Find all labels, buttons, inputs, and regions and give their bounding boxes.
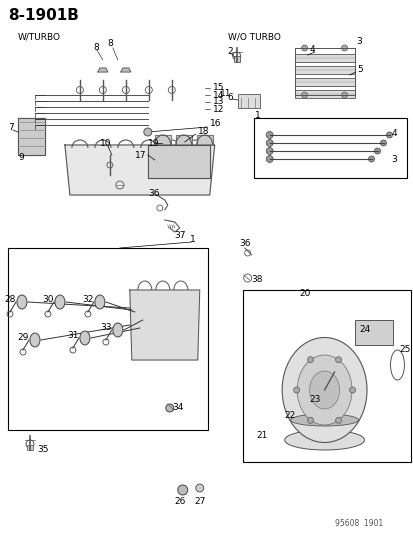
Text: 12: 12: [212, 104, 223, 114]
Circle shape: [266, 148, 273, 155]
Polygon shape: [121, 68, 131, 72]
Circle shape: [307, 417, 313, 423]
Text: 3: 3: [391, 156, 396, 165]
Text: 8: 8: [108, 38, 113, 47]
Text: 29: 29: [17, 334, 28, 343]
Ellipse shape: [17, 295, 27, 309]
Text: 16: 16: [209, 118, 221, 127]
Text: 36: 36: [147, 189, 159, 198]
Text: 33: 33: [100, 324, 111, 333]
Circle shape: [143, 128, 152, 136]
Circle shape: [266, 132, 273, 139]
Circle shape: [266, 140, 273, 147]
Text: 23: 23: [309, 395, 320, 405]
Text: 95608  1901: 95608 1901: [335, 519, 383, 528]
Circle shape: [380, 140, 386, 146]
Text: 37: 37: [174, 230, 186, 239]
Circle shape: [195, 484, 203, 492]
Circle shape: [301, 45, 307, 51]
Polygon shape: [147, 145, 209, 178]
Bar: [233, 56, 239, 62]
Polygon shape: [18, 118, 45, 155]
Ellipse shape: [95, 295, 104, 309]
Text: 28: 28: [4, 295, 15, 304]
Text: 17: 17: [135, 150, 146, 159]
Ellipse shape: [290, 414, 358, 426]
Text: 13: 13: [212, 98, 224, 107]
Text: 35: 35: [37, 445, 48, 454]
Text: 9: 9: [18, 154, 24, 163]
Text: W/O TURBO: W/O TURBO: [227, 32, 280, 41]
Text: 36: 36: [239, 238, 251, 247]
Text: 25: 25: [399, 345, 410, 354]
Text: 38: 38: [251, 276, 263, 285]
Text: 18: 18: [197, 127, 209, 136]
Bar: [237, 94, 259, 108]
Bar: [242, 290, 411, 462]
Bar: [354, 320, 392, 345]
Text: 4: 4: [309, 45, 314, 54]
Text: 1: 1: [189, 236, 195, 245]
Text: 19: 19: [147, 139, 159, 148]
Polygon shape: [130, 290, 199, 360]
Ellipse shape: [309, 371, 339, 409]
Text: 3: 3: [356, 37, 361, 46]
Text: 26: 26: [173, 497, 185, 506]
Circle shape: [177, 485, 188, 495]
Circle shape: [301, 92, 307, 98]
Text: 4: 4: [391, 128, 396, 138]
Circle shape: [335, 417, 341, 423]
Text: 8-1901B: 8-1901B: [8, 8, 78, 23]
Circle shape: [374, 148, 380, 154]
Circle shape: [341, 45, 347, 51]
Text: 7: 7: [8, 124, 14, 133]
Ellipse shape: [282, 337, 366, 442]
Text: 20: 20: [299, 288, 310, 297]
Text: 8: 8: [93, 44, 98, 52]
Circle shape: [307, 357, 313, 362]
Text: 32: 32: [82, 295, 93, 304]
Text: 24: 24: [358, 326, 370, 335]
Bar: [294, 66, 354, 74]
Circle shape: [266, 156, 273, 163]
Text: 21: 21: [256, 431, 267, 440]
Ellipse shape: [80, 331, 90, 345]
Circle shape: [293, 387, 299, 393]
Text: 1: 1: [254, 111, 260, 120]
Circle shape: [165, 404, 173, 412]
Text: 6: 6: [227, 93, 233, 101]
Text: 34: 34: [171, 403, 183, 413]
Text: 2: 2: [227, 47, 233, 56]
Text: 30: 30: [42, 295, 53, 304]
Text: 10: 10: [100, 140, 111, 149]
Ellipse shape: [55, 295, 65, 309]
Text: 31: 31: [67, 332, 78, 341]
Text: 27: 27: [194, 497, 205, 506]
Bar: [294, 78, 354, 86]
Bar: [253, 118, 406, 178]
Bar: [8, 248, 207, 430]
Bar: [294, 90, 354, 98]
Text: 22: 22: [284, 410, 295, 419]
Text: W/TURBO: W/TURBO: [18, 32, 61, 41]
Circle shape: [341, 92, 347, 98]
Polygon shape: [97, 68, 108, 72]
Circle shape: [368, 156, 374, 162]
Ellipse shape: [113, 323, 123, 337]
Ellipse shape: [297, 355, 351, 425]
Text: 5: 5: [357, 66, 363, 75]
Ellipse shape: [284, 430, 364, 450]
Polygon shape: [65, 145, 214, 195]
Ellipse shape: [30, 333, 40, 347]
Text: 14: 14: [212, 91, 223, 100]
Text: 11: 11: [219, 88, 231, 98]
Circle shape: [386, 132, 392, 138]
Circle shape: [349, 387, 355, 393]
Circle shape: [335, 357, 341, 362]
Bar: [27, 445, 33, 450]
Text: 15: 15: [212, 84, 224, 93]
Bar: [294, 54, 354, 62]
